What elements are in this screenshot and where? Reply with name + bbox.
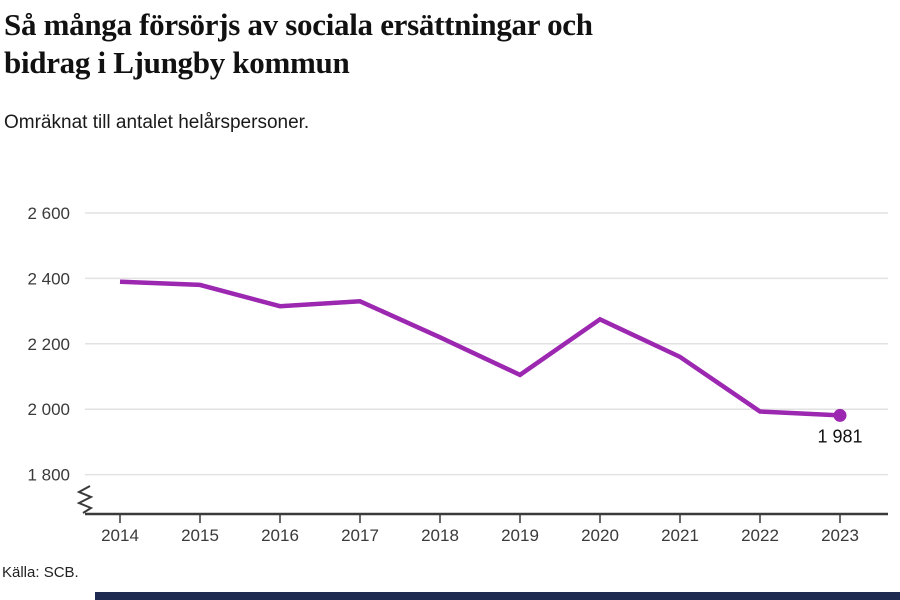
end-point-label: 1 981: [817, 426, 862, 446]
x-tick-label: 2019: [501, 526, 539, 545]
x-tick-label: 2023: [821, 526, 859, 545]
chart-title-line-1: Så många försörjs av sociala ersättninga…: [4, 7, 593, 42]
x-tick-label: 2021: [661, 526, 699, 545]
x-tick-label: 2015: [181, 526, 219, 545]
axis-break-icon: [76, 485, 94, 514]
x-tick-label: 2017: [341, 526, 379, 545]
x-tick-label: 2016: [261, 526, 299, 545]
chart-title-line-2: bidrag i Ljungby kommun: [4, 45, 350, 80]
x-tick-label: 2022: [741, 526, 779, 545]
y-tick-label: 2 600: [27, 204, 70, 223]
line-chart: 2 600 2 400 2 200 2 000 1 800 2014 2015 2016 201…: [27, 204, 888, 545]
chart-subtitle: Omräknat till antalet helårspersoner.: [4, 112, 310, 133]
source-note: Källa: SCB.: [2, 564, 79, 581]
y-tick-label: 2 000: [27, 400, 70, 419]
y-tick-label: 2 400: [27, 269, 70, 288]
x-tick-label: 2014: [101, 526, 139, 545]
data-line: [119, 279, 841, 418]
x-tick-label: 2020: [581, 526, 619, 545]
y-tick-label: 1 800: [27, 466, 70, 485]
x-tick-label: 2018: [421, 526, 459, 545]
end-point-dot: [833, 408, 847, 422]
chart-title: Så många försörjs av sociala ersättninga…: [4, 6, 593, 82]
bottom-bar: [95, 592, 900, 600]
y-tick-label: 2 200: [27, 335, 70, 354]
